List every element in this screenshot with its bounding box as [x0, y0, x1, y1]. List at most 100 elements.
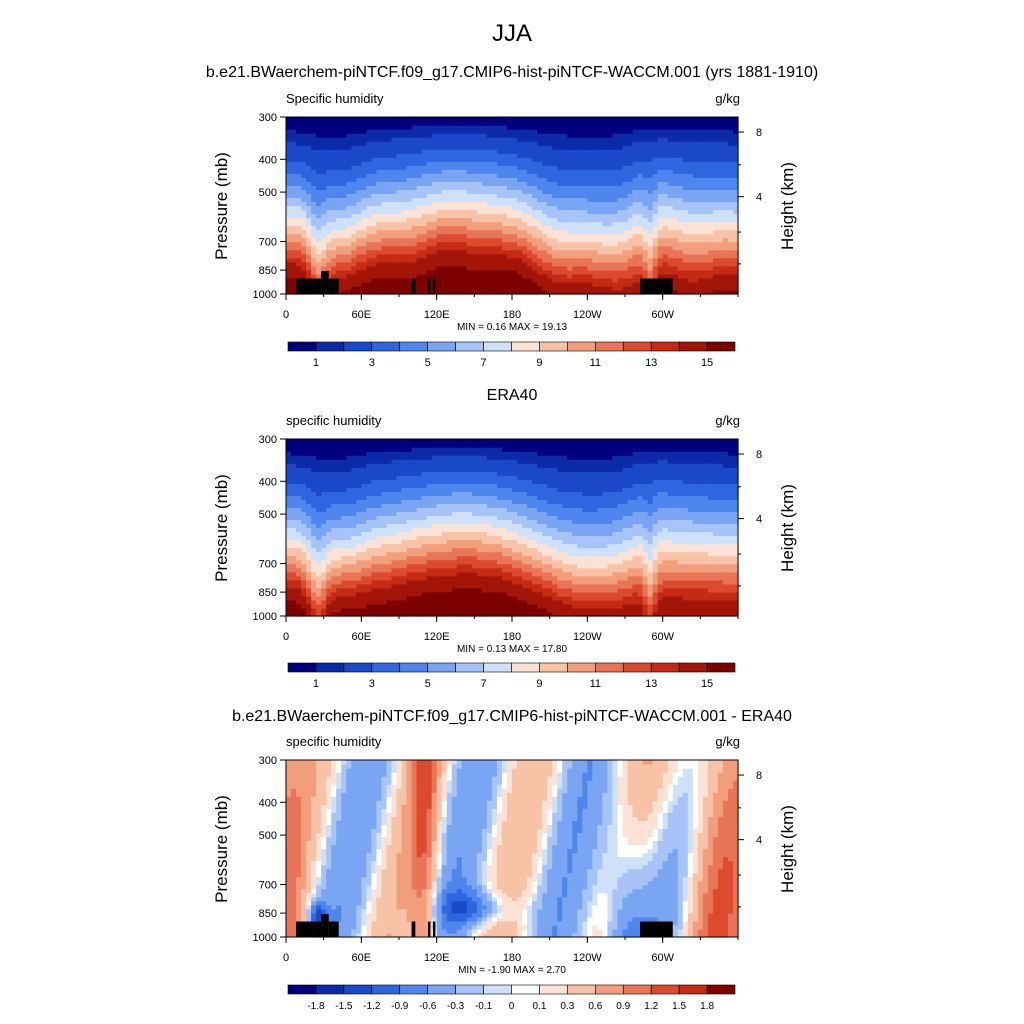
- field-cell: [572, 575, 578, 581]
- field-cell: [697, 233, 704, 239]
- field-cell: [552, 611, 558, 617]
- field-cell: [607, 269, 614, 275]
- field-cell: [451, 607, 458, 613]
- field-cell: [642, 177, 649, 182]
- field-cell: [617, 181, 624, 186]
- field-cell: [306, 197, 312, 203]
- field-cell: [381, 201, 388, 207]
- field-cell: [471, 225, 478, 231]
- field-cell: [592, 265, 598, 271]
- field-cell: [406, 165, 413, 170]
- field-cell: [577, 603, 583, 609]
- field-cell: [331, 145, 337, 150]
- field-cell: [386, 281, 393, 287]
- field-cell: [702, 281, 709, 287]
- field-cell: [667, 161, 674, 166]
- field-cell: [712, 221, 719, 227]
- field-cell: [517, 281, 523, 287]
- field-cell: [692, 603, 699, 609]
- field-cell: [727, 249, 734, 255]
- field-cell: [356, 181, 362, 186]
- field-cell: [577, 241, 583, 247]
- field-cell: [501, 165, 508, 170]
- field-cell: [481, 157, 488, 162]
- field-cell: [572, 165, 578, 170]
- field-cell: [421, 261, 428, 267]
- field-cell: [687, 233, 694, 239]
- field-cell: [597, 165, 603, 170]
- field-cell: [451, 221, 458, 227]
- field-cell: [572, 173, 578, 178]
- field-cell: [466, 603, 473, 609]
- field-cell: [592, 595, 598, 601]
- field-cell: [612, 583, 619, 589]
- field-cell: [431, 571, 438, 577]
- field-cell: [622, 205, 629, 211]
- field-cell: [391, 121, 398, 126]
- field-cell: [517, 145, 523, 150]
- field-cell: [501, 257, 508, 263]
- field-cell: [351, 205, 357, 211]
- field-cell: [371, 145, 377, 150]
- field-cell: [607, 193, 614, 199]
- field-cell: [411, 125, 418, 130]
- field-cell: [587, 193, 593, 199]
- field-cell: [301, 137, 307, 142]
- field-cell: [522, 177, 528, 182]
- field-cell: [481, 599, 488, 605]
- field-cell: [316, 221, 322, 227]
- field-cell: [717, 285, 724, 291]
- field-cell: [612, 285, 619, 291]
- field-cell: [572, 583, 578, 589]
- field-cell: [717, 579, 724, 585]
- field-cell: [542, 205, 548, 211]
- field-cell: [456, 285, 463, 291]
- field-cell: [567, 121, 573, 126]
- field-cell: [326, 229, 332, 235]
- field-cell: [522, 233, 528, 239]
- field-cell: [431, 137, 438, 142]
- field-cell: [722, 261, 729, 267]
- field-cell: [501, 265, 508, 271]
- field-cell: [356, 269, 362, 275]
- field-cell: [446, 583, 453, 589]
- field-cell: [512, 611, 518, 617]
- field-cell: [662, 225, 669, 231]
- field-cell: [632, 149, 639, 154]
- field-cell: [336, 177, 342, 182]
- field-cell: [702, 261, 709, 267]
- field-cell: [722, 177, 729, 182]
- field-cell: [391, 603, 398, 609]
- field-cell: [712, 125, 719, 130]
- field-cell: [642, 189, 649, 195]
- field-cell: [441, 205, 448, 211]
- field-cell: [321, 121, 327, 126]
- field-cell: [592, 157, 598, 162]
- field-cell: [421, 137, 428, 142]
- field-cell: [316, 591, 322, 597]
- field-cell: [331, 587, 337, 593]
- field-cell: [652, 197, 659, 203]
- field-cell: [401, 137, 408, 142]
- field-cell: [637, 269, 644, 275]
- field-cell: [577, 217, 583, 223]
- field-cell: [612, 221, 619, 227]
- field-cell: [396, 289, 403, 295]
- field-cell: [411, 157, 418, 162]
- field-cell: [491, 205, 498, 211]
- field-cell: [602, 265, 609, 271]
- field-cell: [727, 189, 734, 195]
- field-cell: [532, 603, 538, 609]
- field-cell: [732, 157, 739, 162]
- field-cell: [597, 249, 603, 255]
- field-cell: [506, 197, 513, 203]
- field-cell: [572, 603, 578, 609]
- field-cell: [316, 157, 322, 162]
- field-cell: [356, 185, 362, 191]
- field-cell: [582, 269, 588, 275]
- field-cell: [381, 285, 388, 291]
- field-cell: [471, 261, 478, 267]
- field-cell: [537, 603, 543, 609]
- field-cell: [286, 149, 292, 154]
- field-cell: [612, 125, 619, 130]
